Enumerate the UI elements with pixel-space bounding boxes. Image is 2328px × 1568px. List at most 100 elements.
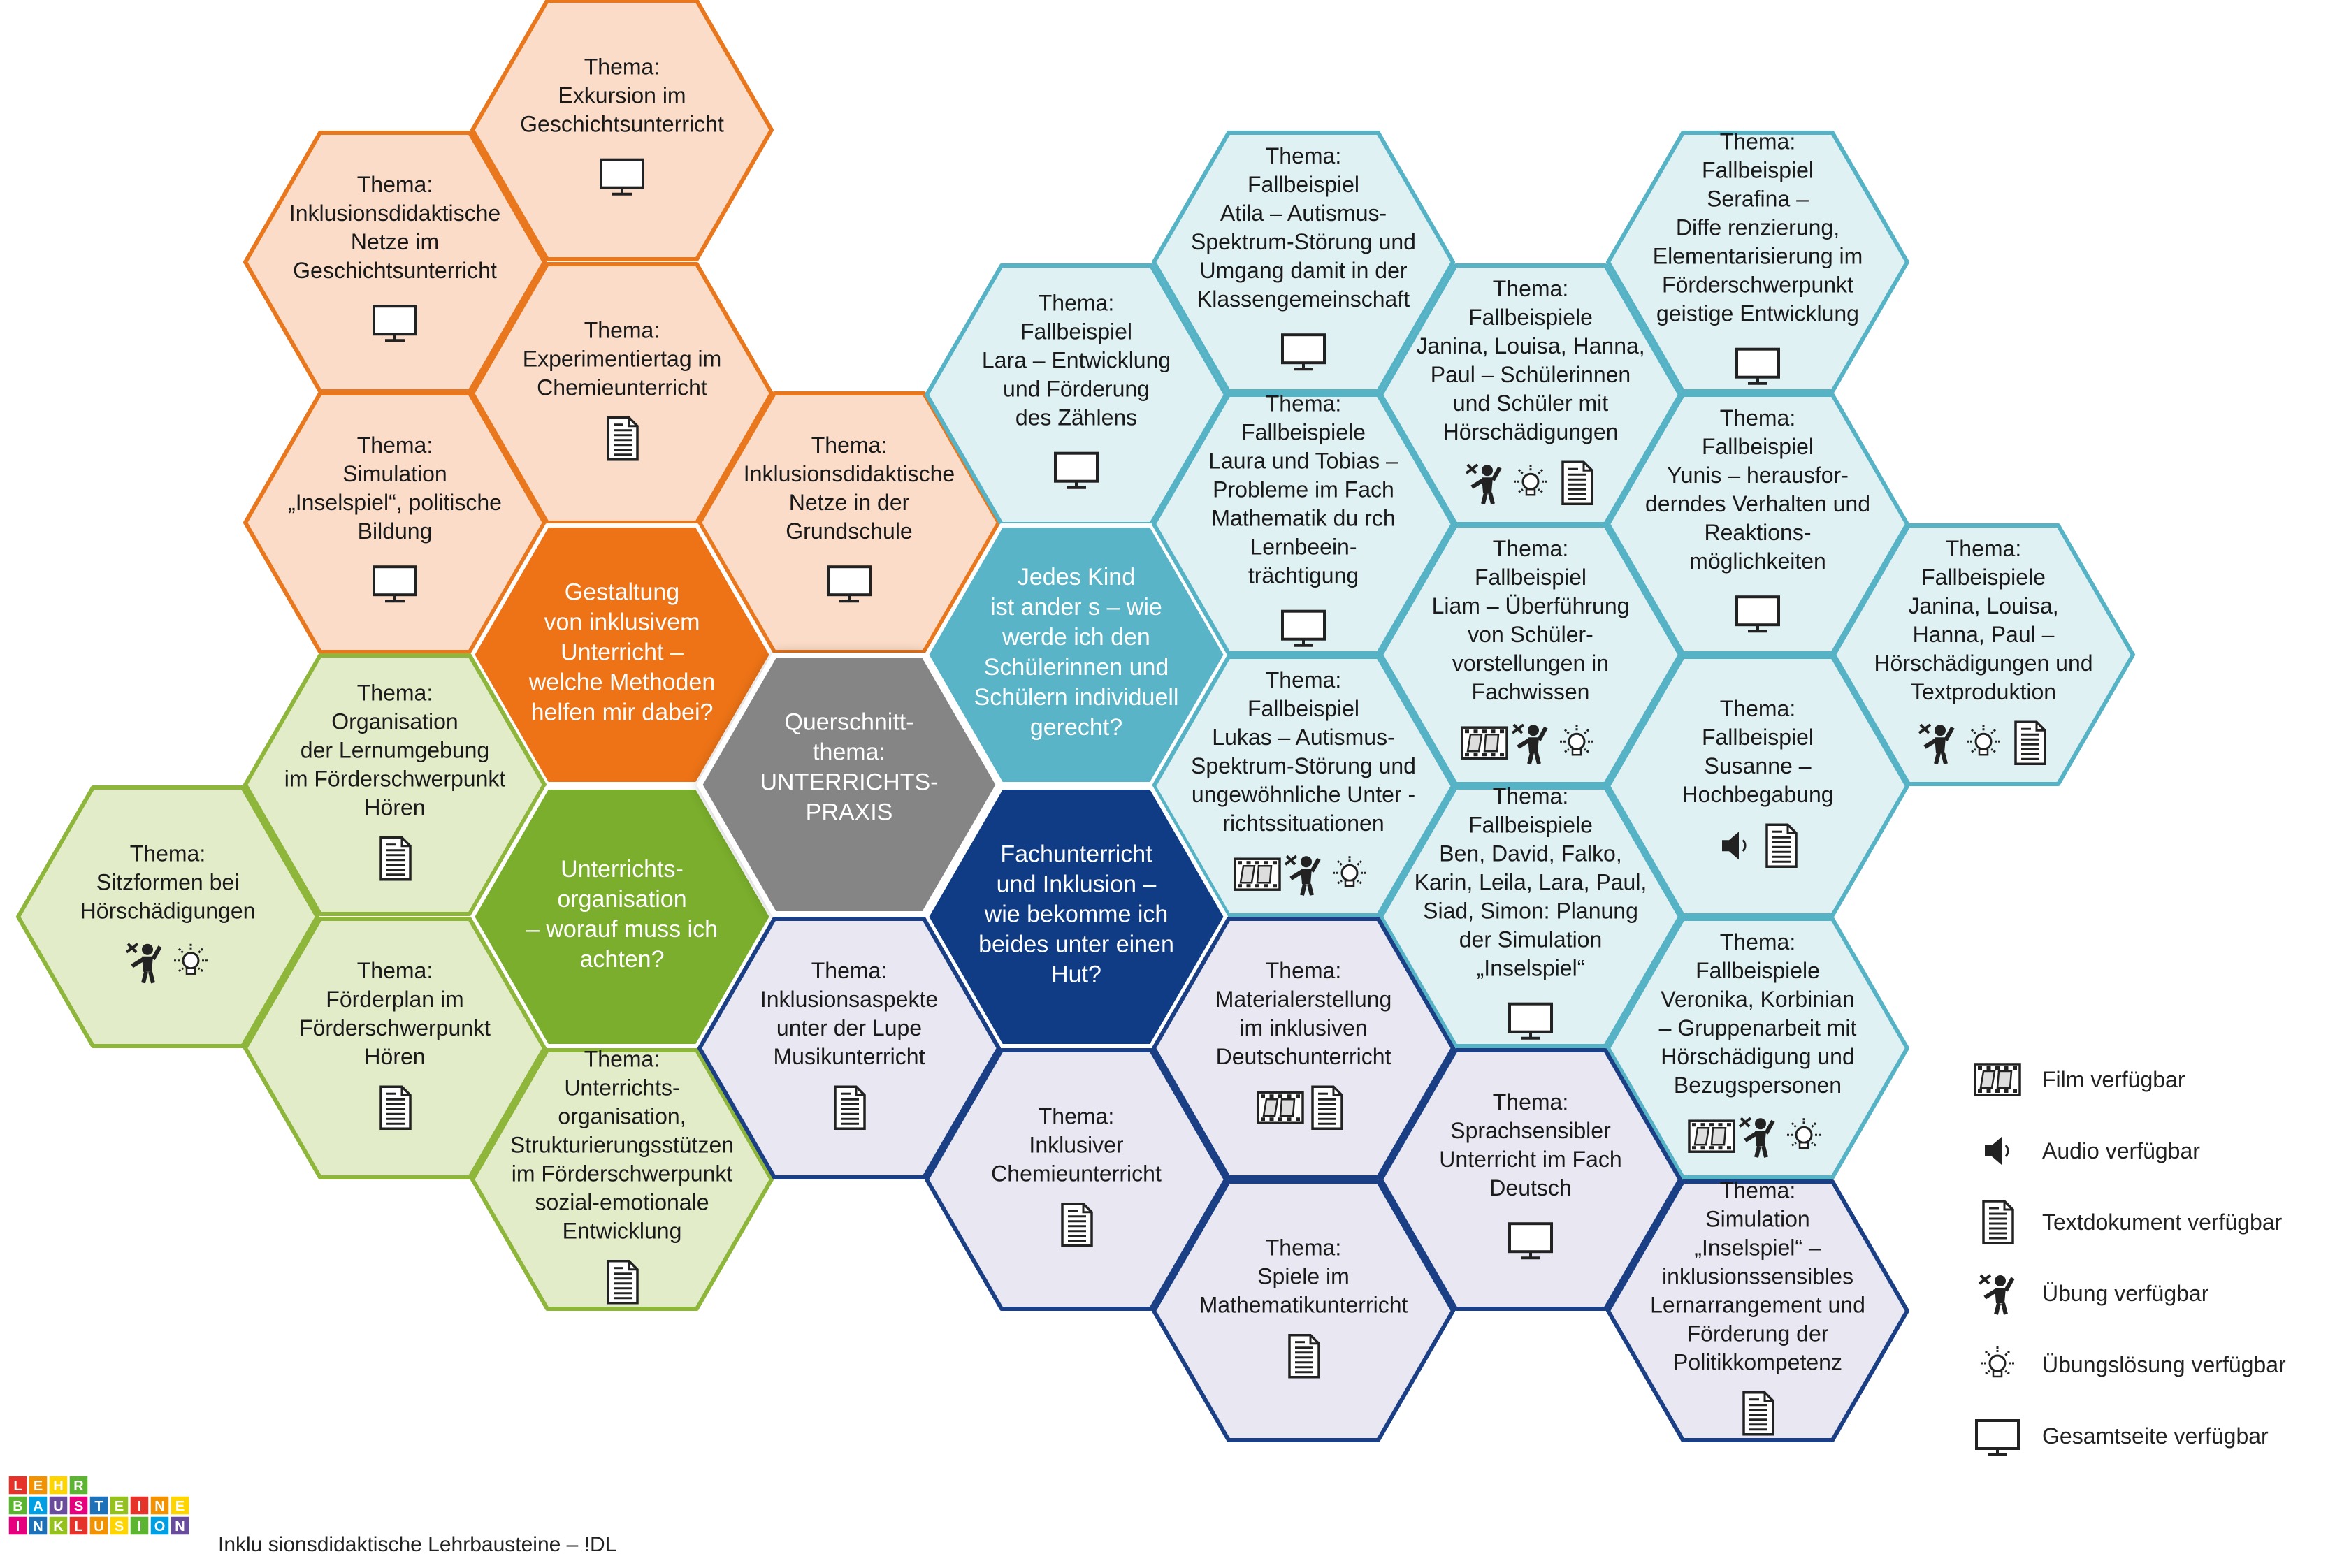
film-icon [1257, 1091, 1304, 1124]
hex-label-line: Diffe renzierung, [1676, 215, 1839, 240]
solution-icon [174, 943, 208, 975]
hex-simulation-inselspiel[interactable]: Thema: Simulation „Inselspiel“, politische… [243, 391, 547, 654]
monitor-icon [1281, 333, 1326, 371]
hex-label-line: Politikkompetenz [1673, 1350, 1842, 1375]
hex-shape [697, 653, 1002, 917]
hex-label-line: Veronika, Korbinian [1661, 987, 1855, 1012]
hex-label-line: Bezugspersonen [1674, 1073, 1842, 1098]
hex-label-line: Thema: [1266, 958, 1341, 983]
hex-label-line: Hörschädigung und [1661, 1044, 1855, 1069]
hex-label: Thema: Exkursion im Geschichtsunterricht [520, 55, 724, 137]
document-icon [379, 836, 412, 881]
hex-label-line: Probleme im Fach [1213, 477, 1394, 502]
hex-label-line: und Inklusion – [997, 871, 1157, 897]
exercise-icon [1284, 855, 1321, 896]
hex-ben-david[interactable]: Thema: Fallbeispiele Ben, David, Falko, Kar… [1379, 784, 1682, 1048]
document-icon [834, 1085, 866, 1130]
hex-label-line: Thema: [1266, 391, 1341, 416]
hex-label-line: Chemieunterricht [991, 1161, 1162, 1186]
logo-tile: N [150, 1495, 170, 1516]
hex-label-line: Exkursion im [558, 83, 686, 108]
hex-label-line: Thema: [584, 318, 660, 343]
logo-tile: E [28, 1475, 48, 1495]
hex-label-line: Thema: [1720, 929, 1795, 954]
hex-gestaltung[interactable]: Gestaltung von inklusivem Unterricht – welc… [470, 523, 774, 786]
hex-chemie[interactable]: Thema: Inklusiver Chemieunterricht [925, 1048, 1228, 1311]
logo-tile: S [68, 1495, 89, 1516]
hex-lukas[interactable]: Thema: Fallbeispiel Lukas – Autismus- Spekt… [1152, 655, 1455, 917]
document-icon [607, 416, 639, 461]
hex-netze-grundschule[interactable]: Thema: Inklusionsdidaktische Netze in der G… [697, 391, 1001, 654]
hex-label-line: Thema: [1493, 536, 1568, 561]
hex-experimentiertag[interactable]: Thema: Experimentiertag im Chemieunterrich… [470, 262, 774, 525]
solution-icon [1333, 856, 1366, 887]
hex-label-line: Ben, David, Falko, [1439, 841, 1621, 866]
hex-querschnitt[interactable]: Querschnitt-thema: UNTERRICHTS- PRAXIS [697, 653, 1002, 917]
hex-label-line: Janina, Louisa, [1908, 593, 2058, 618]
hex-shape [1606, 917, 1909, 1179]
hex-janina-2[interactable]: Thema: Fallbeispiele Janina, Louisa, Hanna,… [1832, 523, 2135, 786]
hex-label-line: Mathematik du rch [1211, 506, 1395, 531]
svg-text:U: U [94, 1519, 103, 1534]
hex-label-line: Schülern individuell [974, 684, 1179, 711]
logo-tile: K [48, 1516, 68, 1536]
solution-icon [1560, 725, 1593, 756]
hex-unterrichtsorganisation-center[interactable]: Unterrichts-organisation – worauf muss ic… [470, 785, 774, 1048]
hex-jedes-kind[interactable]: Jedes Kind ist ander s – wie werde ich den… [925, 523, 1228, 786]
document-icon [379, 1085, 412, 1130]
hex-sitzformen[interactable]: Thema: Sitzformen bei Hörschädigungen [16, 785, 319, 1048]
svg-text:T: T [94, 1499, 103, 1514]
hex-shape [243, 917, 547, 1179]
hex-label-line: UNTERRICHTS- [760, 769, 939, 795]
svg-text:N: N [33, 1519, 43, 1534]
hex-label-line: „Inselspiel“, politische [288, 490, 502, 515]
hex-fachunterricht[interactable]: Fachunterricht und Inklusion – wie bekomme… [925, 785, 1228, 1048]
hex-label-line: Simulation [1705, 1207, 1809, 1232]
hex-label-line: Geschichtsunterricht [520, 112, 724, 137]
hex-veronika[interactable]: Thema: Fallbeispiele Veronika, Korbinian – … [1606, 917, 1909, 1179]
hex-shape [1152, 655, 1455, 917]
hex-sprachsensibel[interactable]: Thema: Sprachsensibler Unterricht im Fach D… [1379, 1048, 1682, 1311]
hex-liam[interactable]: Thema: Fallbeispiel Liam – Überführung von … [1379, 523, 1682, 786]
hex-label-line: Thema: [357, 172, 433, 197]
hex-susanne[interactable]: Thema: Fallbeispiel Susanne – Hochbegabung [1606, 655, 1909, 917]
hex-organisation-lernumgebung[interactable]: Thema: Organisation der Lernumgebung im För… [243, 653, 547, 916]
hex-label: Thema: Simulation „Inselspiel“ – inklusions… [1650, 1178, 1865, 1375]
hex-label-line: geistige Entwicklung [1656, 301, 1859, 326]
hex-simulation-politik[interactable]: Thema: Simulation „Inselspiel“ – inklusions… [1606, 1178, 1909, 1442]
hex-label-line: Sprachsensibler [1450, 1118, 1611, 1143]
hex-spiele[interactable]: Thema: Spiele im Mathematikunterricht [1152, 1179, 1455, 1442]
hex-label-line: Simulation [342, 461, 447, 486]
hex-serafina[interactable]: Thema: Fallbeispiel Serafina – Diffe renzie… [1606, 129, 1909, 393]
hex-label-line: und Schüler mit [1453, 391, 1608, 416]
hex-label-line: Thema: [584, 55, 660, 80]
hex-yunis[interactable]: Thema: Fallbeispiel Yunis – herausfor-dern… [1606, 393, 1909, 655]
hex-label-line: Gestaltung [565, 579, 679, 605]
hex-label-line: Fallbeispiele [1468, 305, 1593, 330]
hex-label: Thema: Fallbeispiel Lara – Entwicklung und … [982, 291, 1171, 430]
hex-atila[interactable]: Thema: Fallbeispiel Atila – Autismus- Spekt… [1152, 131, 1455, 393]
hex-label-line: Laura und Tobias – [1208, 449, 1398, 474]
hex-exkursion[interactable]: Thema: Exkursion im Geschichtsunterricht [470, 0, 774, 261]
hex-shape [925, 523, 1228, 786]
hex-strukturierung[interactable]: Thema: Unterrichts-organisation, Strukturi… [470, 1047, 774, 1311]
hex-shape [1379, 1048, 1682, 1311]
hex-laura-tobias[interactable]: Thema: Fallbeispiele Laura und Tobias – Pro… [1152, 391, 1455, 655]
hex-label-line: organisation [557, 886, 686, 913]
hex-netze-geschichte[interactable]: Thema: Inklusionsdidaktische Netze im Gesch… [243, 131, 547, 393]
logo-tile: U [48, 1495, 68, 1516]
hex-material[interactable]: Thema: Materialerstellung im inklusiven Deu… [1152, 917, 1455, 1179]
hex-janina-1[interactable]: Thema: Fallbeispiele Janina, Louisa, Hanna… [1379, 263, 1682, 526]
hex-foerderplan[interactable]: Thema: Förderplan im Förderschwerpunkt Höre… [243, 917, 547, 1179]
hex-label-line: Fallbeispiel [1702, 158, 1814, 183]
hex-musik[interactable]: Thema: Inklusionsaspekte unter der Lupe Mus… [697, 917, 1001, 1179]
logo-tile: N [28, 1516, 48, 1536]
hex-label-line: beides unter einen [978, 931, 1174, 957]
legend-item-monitor: Gesamtseite verfügbar [1975, 1419, 2269, 1456]
hex-label-line: Karin, Leila, Lara, Paul, [1415, 870, 1647, 895]
svg-text:L: L [74, 1519, 82, 1534]
hex-shape [243, 391, 547, 654]
hex-shape [1152, 1179, 1455, 1442]
document-icon [1561, 460, 1593, 505]
hex-label-line: Förderplan im [326, 987, 463, 1012]
